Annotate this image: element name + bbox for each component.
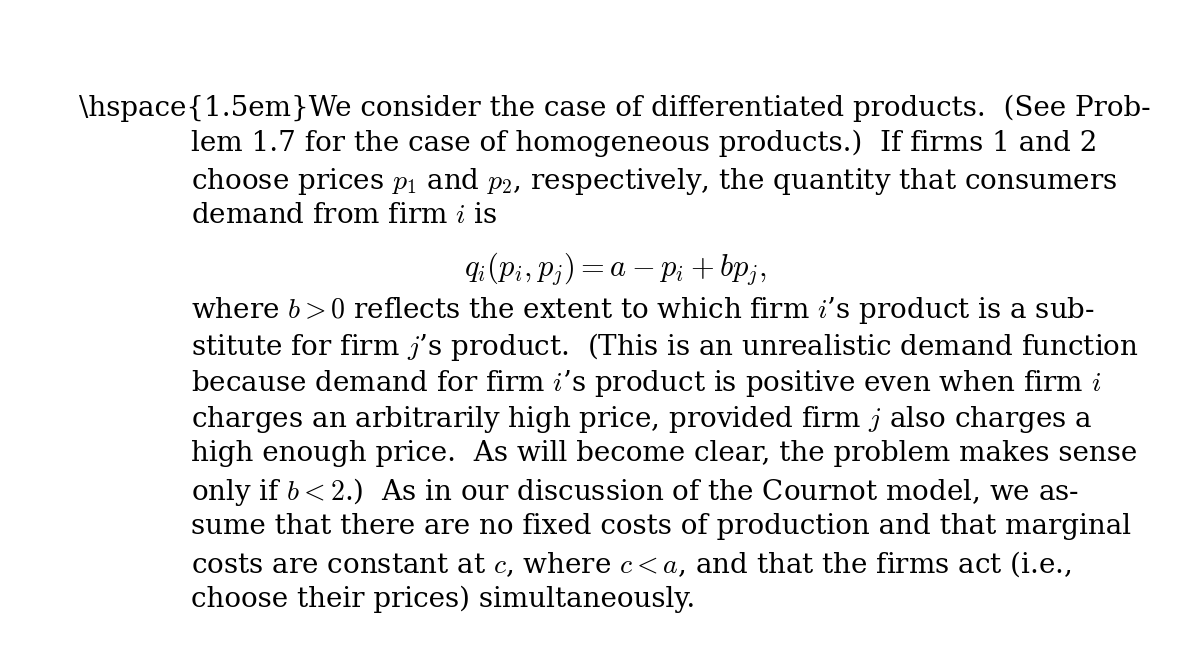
Text: charges an arbitrarily high price, provided firm $j$ also charges a: charges an arbitrarily high price, provi… <box>191 404 1092 435</box>
Text: \hspace{1.5em}We consider the case of differentiated products.  (See Prob-: \hspace{1.5em}We consider the case of di… <box>79 95 1151 122</box>
Text: only if $b < 2$.)  As in our discussion of the Cournot model, we as-: only if $b < 2$.) As in our discussion o… <box>191 477 1079 508</box>
Text: costs are constant at $c$, where $c < a$, and that the firms act (i.e.,: costs are constant at $c$, where $c < a$… <box>191 549 1072 579</box>
Text: stitute for firm $j$’s product.  (This is an unrealistic demand function: stitute for firm $j$’s product. (This is… <box>191 331 1139 363</box>
Text: because demand for firm $i$’s product is positive even when firm $i$: because demand for firm $i$’s product is… <box>191 368 1102 399</box>
Text: demand from firm $i$ is: demand from firm $i$ is <box>191 202 497 229</box>
Text: choose prices $p_1$ and $p_2$, respectively, the quantity that consumers: choose prices $p_1$ and $p_2$, respectiv… <box>191 166 1117 197</box>
Text: sume that there are no fixed costs of production and that marginal: sume that there are no fixed costs of pr… <box>191 513 1132 540</box>
Text: lem 1.7 for the case of homogeneous products.)  If firms 1 and 2: lem 1.7 for the case of homogeneous prod… <box>191 130 1097 157</box>
Text: where $b > 0$ reflects the extent to which firm $i$’s product is a sub-: where $b > 0$ reflects the extent to whi… <box>191 295 1094 326</box>
Text: $q_i(p_i, p_j) = a - p_i + bp_j,$: $q_i(p_i, p_j) = a - p_i + bp_j,$ <box>463 249 767 287</box>
Text: choose their prices) simultaneously.: choose their prices) simultaneously. <box>191 585 695 613</box>
Text: high enough price.  As will become clear, the problem makes sense: high enough price. As will become clear,… <box>191 440 1138 467</box>
